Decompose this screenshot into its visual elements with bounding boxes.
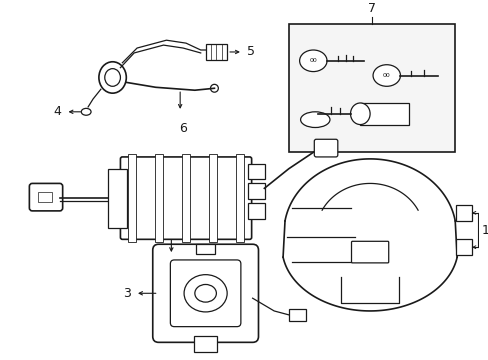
Text: 1: 1 bbox=[481, 224, 488, 237]
Text: 4: 4 bbox=[54, 105, 61, 118]
Bar bbox=[455, 205, 471, 221]
Bar bbox=[247, 184, 265, 199]
Bar bbox=[288, 24, 454, 152]
Bar bbox=[38, 192, 52, 202]
Bar bbox=[195, 244, 215, 254]
Ellipse shape bbox=[183, 275, 227, 312]
FancyBboxPatch shape bbox=[170, 260, 241, 327]
Ellipse shape bbox=[299, 50, 326, 72]
Text: 2: 2 bbox=[170, 262, 178, 275]
Text: 7: 7 bbox=[367, 2, 375, 15]
FancyBboxPatch shape bbox=[152, 244, 258, 342]
Ellipse shape bbox=[372, 65, 400, 86]
Bar bbox=[288, 309, 306, 321]
Ellipse shape bbox=[350, 103, 369, 125]
Ellipse shape bbox=[194, 284, 216, 302]
Ellipse shape bbox=[81, 108, 91, 115]
Ellipse shape bbox=[104, 69, 120, 86]
Text: 5: 5 bbox=[246, 45, 254, 58]
Text: 6: 6 bbox=[179, 122, 186, 135]
Bar bbox=[208, 154, 217, 242]
Bar bbox=[247, 203, 265, 219]
Text: 3: 3 bbox=[123, 287, 131, 300]
FancyBboxPatch shape bbox=[351, 241, 388, 263]
Text: 00: 00 bbox=[382, 73, 390, 78]
Bar bbox=[455, 239, 471, 255]
Bar bbox=[182, 154, 189, 242]
Bar bbox=[155, 154, 163, 242]
Bar bbox=[107, 169, 127, 228]
Ellipse shape bbox=[300, 112, 329, 127]
Ellipse shape bbox=[99, 62, 126, 93]
Text: 00: 00 bbox=[309, 58, 317, 63]
FancyBboxPatch shape bbox=[29, 184, 62, 211]
FancyBboxPatch shape bbox=[314, 139, 337, 157]
Bar bbox=[360, 103, 408, 125]
Bar bbox=[128, 154, 136, 242]
Bar bbox=[205, 44, 227, 60]
Bar bbox=[247, 164, 265, 180]
FancyBboxPatch shape bbox=[120, 157, 251, 239]
Bar bbox=[193, 337, 217, 352]
Bar bbox=[236, 154, 244, 242]
